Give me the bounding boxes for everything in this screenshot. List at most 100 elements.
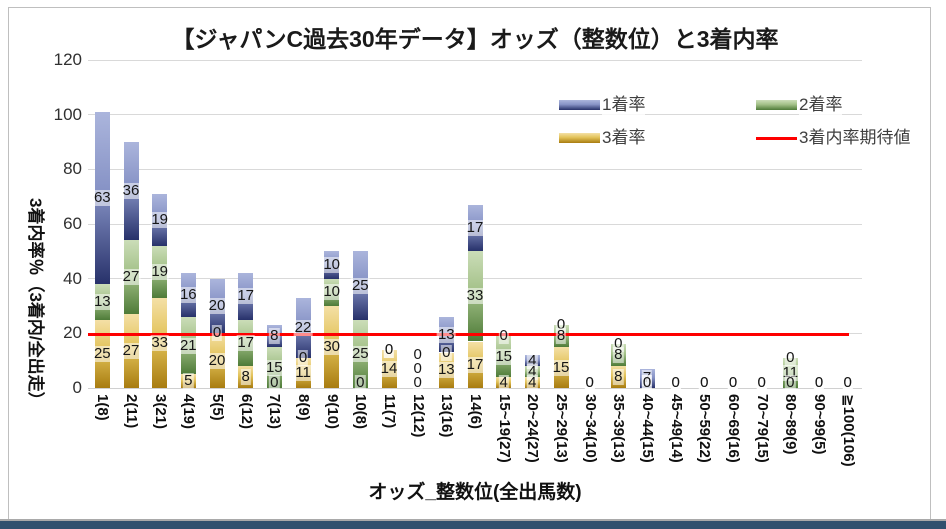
x-axis-tick-label: 7(13)	[266, 394, 284, 430]
data-label-third: 17	[465, 355, 485, 373]
data-label-win: 0	[412, 346, 423, 363]
data-label-third: 0	[842, 374, 853, 391]
data-label-win: 0	[498, 327, 509, 345]
x-axis-tick-label: 8(9)	[295, 394, 312, 421]
data-label-win: 4	[527, 351, 538, 369]
x-axis-title: オッズ_整数位(全出馬数)	[368, 482, 582, 503]
x-axis-tick-label: 12(12)	[409, 394, 427, 438]
data-label-win: 10	[322, 256, 342, 273]
x-axis-tick-label: 1(8)	[94, 394, 112, 421]
x-axis-tick-label: 15~19(27)	[495, 394, 513, 463]
data-label-third: 4	[498, 373, 509, 391]
data-label-second: 0	[441, 343, 452, 361]
data-label-win: 36	[121, 182, 141, 200]
data-label-second: 33	[465, 287, 485, 305]
legend-label-third-rate: 3着率	[602, 128, 646, 148]
data-label-win: 0	[785, 348, 796, 366]
data-label-second: 25	[350, 344, 370, 362]
x-axis-tick-label: 10(8)	[352, 394, 370, 430]
x-axis-tick-label: 70~79(15)	[753, 394, 771, 463]
x-axis-tick-label: 80~89(9)	[782, 394, 800, 455]
y-axis-tick-label: 80	[63, 159, 82, 179]
x-axis-tick-label: ≧100(106)	[839, 394, 857, 467]
x-axis-tick-label: 9(10)	[323, 394, 341, 430]
data-label-second: 0	[412, 360, 423, 377]
data-label-third: 0	[269, 374, 280, 391]
data-label-second: 8	[555, 327, 567, 345]
data-label-third: 8	[240, 368, 251, 386]
legend-swatch-win-rate	[559, 100, 600, 110]
data-label-third: 25	[92, 344, 112, 362]
x-axis-tick-label: 5(5)	[209, 394, 226, 421]
x-axis-tick-label: 2(11)	[123, 394, 140, 429]
data-label-third: 14	[379, 359, 399, 377]
window-edge-line	[0, 519, 946, 521]
x-axis-tick-label: 4(19)	[180, 394, 198, 430]
legend-swatch-third-rate	[559, 133, 600, 143]
y-axis-tick-label: 120	[53, 50, 82, 69]
x-axis-tick-label: 11(7)	[381, 394, 398, 429]
x-axis-tick-label: 90~99(5)	[811, 394, 828, 455]
data-label-second: 0	[383, 340, 395, 358]
y-axis-tick-label: 60	[63, 214, 82, 233]
data-label-second: 10	[322, 283, 342, 301]
data-label-win: 13	[436, 325, 456, 343]
data-label-third: 0	[412, 374, 423, 391]
data-label-second: 21	[178, 336, 198, 354]
x-axis-tick-label: 25~29(13)	[553, 394, 570, 463]
data-label-win: 17	[465, 219, 485, 237]
y-axis-tick-label: 100	[53, 104, 82, 124]
legend-label-second-rate: 2着率	[799, 95, 843, 115]
data-label-third: 0	[355, 374, 366, 391]
data-label-second: 15	[494, 347, 514, 365]
x-axis-tick-label: 60~69(16)	[725, 394, 742, 463]
data-label-win: 17	[236, 287, 256, 305]
data-label-second: 27	[121, 268, 141, 286]
data-label-third: 0	[813, 374, 825, 391]
data-label-second: 15	[264, 358, 284, 376]
data-label-second: 13	[92, 292, 112, 310]
data-label-third: 0	[699, 374, 710, 391]
x-axis-tick-label: 30~34(10)	[581, 394, 599, 463]
data-label-third: 0	[584, 374, 595, 391]
data-label-third: 0	[670, 374, 681, 391]
data-label-second: 8	[613, 346, 624, 364]
x-axis-tick-label: 50~59(22)	[696, 394, 714, 463]
data-label-third: 0	[641, 374, 653, 391]
x-axis-tick-label: 35~39(13)	[610, 394, 628, 463]
y-axis-tick-label: 40	[63, 268, 82, 288]
data-label-second: 0	[297, 348, 309, 366]
data-label-win: 19	[150, 210, 170, 228]
data-label-win: 16	[178, 286, 198, 304]
data-label-win: 0	[555, 316, 567, 334]
chart-title: 【ジャパンC過去30年データ】オッズ（整数位）と3着内率	[88, 20, 862, 54]
x-axis-tick-label: 45~49(14)	[667, 394, 685, 463]
data-label-third: 27	[121, 342, 141, 360]
data-label-third: 33	[150, 333, 170, 351]
data-label-third: 20	[207, 351, 227, 369]
y-axis-tick-label: 0	[72, 378, 82, 397]
data-label-third: 11	[294, 364, 312, 381]
data-label-third: 15	[551, 358, 571, 376]
data-label-second: 0	[211, 324, 223, 342]
data-label-third: 0	[756, 374, 767, 391]
x-axis-tick-label: 40~44(15)	[639, 394, 656, 463]
data-label-third: 30	[322, 338, 342, 355]
legend-label-expected-line: 3着内率期待値	[799, 128, 911, 148]
data-label-win: 63	[92, 189, 112, 206]
window-edge-strip	[0, 521, 946, 529]
data-label-third: 5	[183, 372, 194, 390]
legend-swatch-expected-line	[756, 137, 797, 140]
legend-swatch-second-rate	[756, 100, 797, 110]
x-axis-tick-label: 6(12)	[237, 394, 255, 430]
x-axis-tick-label: 13(16)	[438, 394, 456, 438]
legend-label-win-rate: 1着率	[602, 95, 646, 115]
x-axis-line	[88, 387, 862, 389]
data-label-second: 4	[527, 362, 538, 380]
data-label-third: 4	[527, 373, 538, 391]
data-label-third: 8	[613, 368, 624, 386]
data-label-third: 0	[785, 374, 796, 391]
data-label-second: 19	[150, 262, 170, 280]
